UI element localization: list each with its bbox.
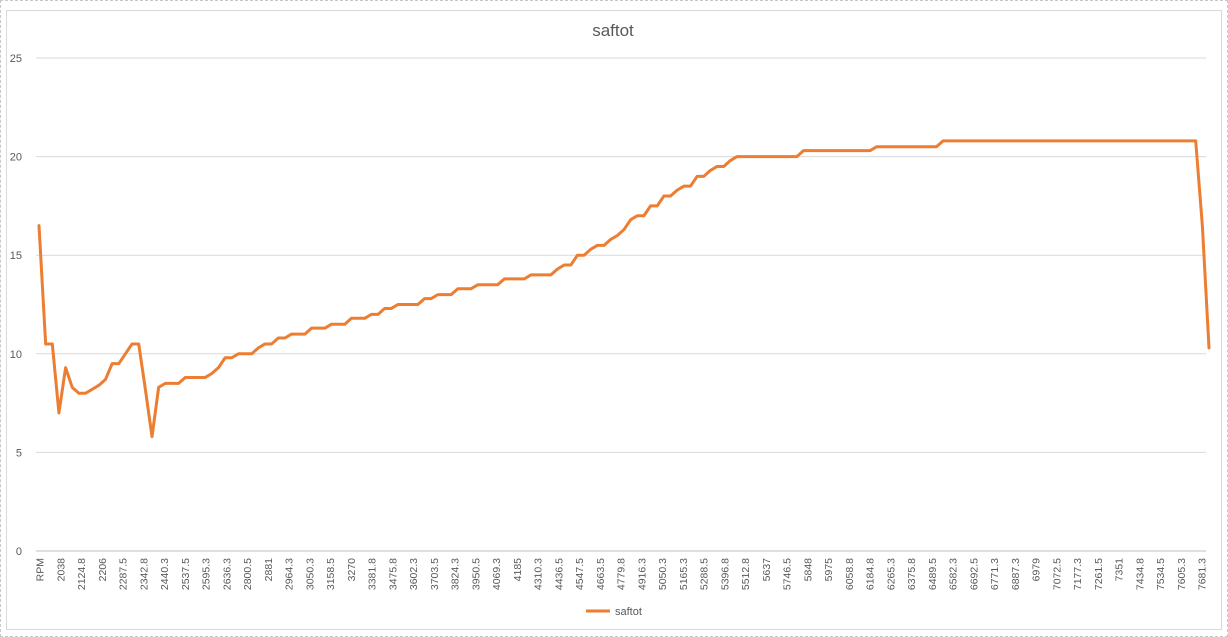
chart-title: saftot bbox=[592, 21, 634, 40]
x-tick-label: 5512.8 bbox=[740, 558, 752, 590]
x-tick-label: 7681.3 bbox=[1197, 558, 1209, 590]
x-tick-label: 2124.8 bbox=[76, 558, 88, 590]
x-tick-label: 3050.3 bbox=[304, 558, 316, 590]
y-tick-label: 25 bbox=[10, 53, 22, 65]
x-tick-label: 4310.3 bbox=[533, 558, 545, 590]
x-tick-label: 3270 bbox=[346, 558, 358, 582]
x-tick-label: 6375.8 bbox=[906, 558, 918, 590]
x-tick-label: 4779.8 bbox=[616, 558, 628, 590]
x-tick-label: 5050.3 bbox=[657, 558, 669, 590]
x-tick-label: 2964.3 bbox=[284, 558, 296, 590]
y-axis-labels: 0 5 10 15 20 25 bbox=[10, 53, 22, 558]
y-tick-label: 10 bbox=[10, 349, 22, 361]
x-tick-label: 5848 bbox=[802, 558, 814, 582]
x-tick-label: 7261.5 bbox=[1093, 558, 1105, 590]
x-tick-label: 7605.3 bbox=[1176, 558, 1188, 590]
x-tick-label: 5288.5 bbox=[699, 558, 711, 590]
x-tick-label: 2595.3 bbox=[201, 558, 213, 590]
y-tick-label: 0 bbox=[16, 546, 22, 558]
x-axis-labels: RPM 2038 2124.8 2206 2287.5 2342.8 2440.3 2537.… bbox=[35, 558, 1209, 590]
series-line-saftot[interactable] bbox=[37, 139, 1211, 439]
x-tick-label: 2881 bbox=[263, 558, 275, 582]
x-tick-label: 4663.5 bbox=[595, 558, 607, 590]
x-tick-label: 5746.5 bbox=[782, 558, 794, 590]
x-tick-label: 7534.5 bbox=[1155, 558, 1167, 590]
x-tick-label: 3475.8 bbox=[387, 558, 399, 590]
x-tick-label: 3703.5 bbox=[429, 558, 441, 590]
x-tick-label: 2038 bbox=[55, 558, 67, 582]
x-tick-label: 3158.5 bbox=[325, 558, 337, 590]
x-tick-label: 3950.5 bbox=[470, 558, 482, 590]
x-tick-label: 2440.3 bbox=[159, 558, 171, 590]
legend[interactable]: saftot bbox=[586, 606, 642, 618]
x-tick-label: 2287.5 bbox=[118, 558, 130, 590]
x-tick-label: 7351 bbox=[1114, 558, 1126, 582]
x-tick-label: 3602.3 bbox=[408, 558, 420, 590]
x-tick-label: 4185 bbox=[512, 558, 524, 582]
x-tick-label: 2206 bbox=[97, 558, 109, 582]
x-tick-label: 7072.5 bbox=[1051, 558, 1063, 590]
x-tick-label: 6265.3 bbox=[885, 558, 897, 590]
x-tick-label: 6979 bbox=[1031, 558, 1043, 582]
x-tick-label: 6582.3 bbox=[948, 558, 960, 590]
x-tick-label: RPM bbox=[35, 558, 47, 581]
plot-series bbox=[37, 139, 1211, 439]
legend-label: saftot bbox=[615, 606, 642, 618]
x-tick-label: 6692.5 bbox=[968, 558, 980, 590]
x-tick-label: 6489.5 bbox=[927, 558, 939, 590]
x-tick-label: 5165.3 bbox=[678, 558, 690, 590]
y-tick-label: 20 bbox=[10, 152, 22, 164]
x-tick-label: 6184.8 bbox=[865, 558, 877, 590]
x-tick-label: 6887.3 bbox=[1010, 558, 1022, 590]
x-tick-label: 5396.8 bbox=[719, 558, 731, 590]
x-tick-label: 2537.5 bbox=[180, 558, 192, 590]
x-tick-label: 7434.8 bbox=[1134, 558, 1146, 590]
x-tick-label: 6771.3 bbox=[989, 558, 1001, 590]
x-tick-label: 4916.3 bbox=[636, 558, 648, 590]
y-tick-label: 15 bbox=[10, 250, 22, 262]
x-tick-label: 3381.8 bbox=[367, 558, 379, 590]
x-tick-label: 5637 bbox=[761, 558, 773, 582]
y-tick-label: 5 bbox=[16, 447, 22, 459]
x-tick-label: 2342.8 bbox=[138, 558, 150, 590]
x-tick-label: 7177.3 bbox=[1072, 558, 1084, 590]
gridlines bbox=[36, 57, 1206, 552]
chart-area[interactable] bbox=[6, 10, 1222, 630]
x-tick-label: 2636.3 bbox=[221, 558, 233, 590]
x-tick-label: 2800.5 bbox=[242, 558, 254, 590]
x-tick-label: 5975 bbox=[823, 558, 835, 582]
x-tick-label: 4547.5 bbox=[574, 558, 586, 590]
x-tick-label: 6058.8 bbox=[844, 558, 856, 590]
x-tick-label: 4436.5 bbox=[553, 558, 565, 590]
x-tick-label: 4069.3 bbox=[491, 558, 503, 590]
x-tick-label: 3824.3 bbox=[450, 558, 462, 590]
